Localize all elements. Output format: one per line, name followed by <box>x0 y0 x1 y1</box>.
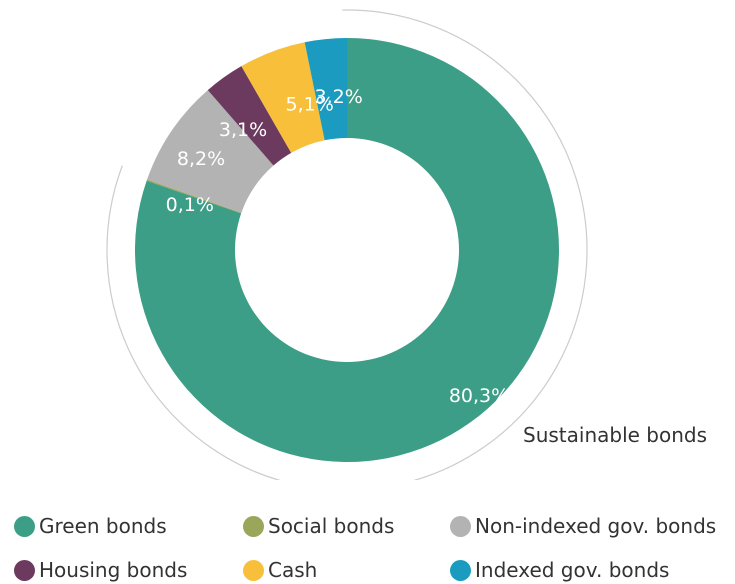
slice-housing-bonds <box>207 66 292 166</box>
legend-item-cash: Cash <box>243 558 317 582</box>
legend-item-non-indexed-gov-bonds: Non-indexed gov. bonds <box>450 514 716 538</box>
slice-indexed-gov-bonds <box>304 38 347 141</box>
slice-non-indexed-gov-bonds <box>147 90 274 213</box>
legend-swatch-cash <box>243 559 264 581</box>
slice-label-social-bonds: 0,1% <box>166 194 214 216</box>
legend-swatch-social-bonds <box>243 515 264 537</box>
legend-item-social-bonds: Social bonds <box>243 514 394 538</box>
legend-label: Housing bonds <box>39 558 188 582</box>
legend-swatch-green-bonds <box>14 515 35 537</box>
slice-label-green-bonds: 80,3% <box>449 385 509 407</box>
legend-item-green-bonds: Green bonds <box>14 514 167 538</box>
legend-label: Social bonds <box>268 514 395 538</box>
slice-label-indexed-gov-bonds: 3,2% <box>315 86 363 108</box>
slice-label-housing-bonds: 3,1% <box>219 119 267 141</box>
legend-item-housing-bonds: Housing bonds <box>14 558 187 582</box>
donut-chart: 80,3% 0,1% 8,2% 3,1% 5,1%3,2% Sustainable bo… <box>106 9 707 480</box>
legend-label: Green bonds <box>39 514 167 538</box>
donut-slices <box>135 38 559 463</box>
slice-cash <box>241 42 325 153</box>
sustainable-bonds-bracket-arc <box>106 9 588 480</box>
sustainable-bonds-annotation: Sustainable bonds <box>523 423 707 447</box>
legend-swatch-housing-bonds <box>14 559 35 581</box>
legend-item-indexed-gov-bonds: Indexed gov. bonds <box>450 558 669 582</box>
slice-label-non-indexed-gov-bonds: 8,2% <box>177 148 225 170</box>
legend-swatch-indexed-gov-bonds <box>450 559 471 581</box>
slice-label-cash: 5,1% <box>286 94 334 116</box>
slice-green-bonds <box>135 38 559 463</box>
legend-swatch-non-indexed-gov-bonds <box>450 515 471 537</box>
slice-labels: 80,3% 0,1% 8,2% 3,1% 5,1%3,2% <box>166 86 510 407</box>
legend-label: Indexed gov. bonds <box>475 558 670 582</box>
legend-label: Non-indexed gov. bonds <box>475 514 717 538</box>
slice-social-bonds <box>146 179 242 214</box>
legend-label: Cash <box>268 558 318 582</box>
